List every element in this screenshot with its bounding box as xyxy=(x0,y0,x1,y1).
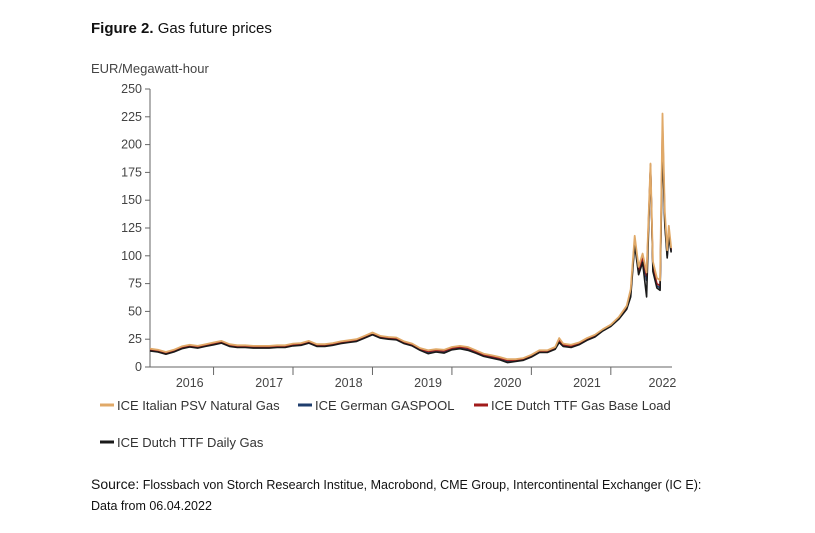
x-tick-label: 2018 xyxy=(335,376,363,390)
source-text: Flossbach von Storch Research Institue, … xyxy=(91,478,702,513)
y-tick-label: 50 xyxy=(128,304,142,318)
source-note: Source: Flossbach von Storch Research In… xyxy=(91,474,731,517)
series-line-4 xyxy=(149,143,672,364)
y-tick-label: 175 xyxy=(121,165,142,179)
x-tick-label: 2019 xyxy=(414,376,442,390)
gas-price-chart: 0 25 50 75 100 125 150 175 200 225 250 2016 2017 2018… xyxy=(100,82,676,450)
y-tick-label: 0 xyxy=(135,360,142,374)
source-label: Source: xyxy=(91,476,140,492)
x-tick-label: 2016 xyxy=(176,376,204,390)
x-tick-label: 2017 xyxy=(255,376,283,390)
chart-series-lines xyxy=(149,112,673,364)
y-axis-label: EUR/Megawatt-hour xyxy=(91,61,209,76)
y-tick-label: 250 xyxy=(121,82,142,96)
x-tick-label: 2022 xyxy=(649,376,677,390)
legend-label: ICE German GASPOOL xyxy=(315,398,454,413)
y-tick-label: 150 xyxy=(121,193,142,207)
y-tick-label: 125 xyxy=(121,221,142,235)
y-tick-label: 200 xyxy=(121,138,142,152)
y-tick-label: 25 xyxy=(128,332,142,346)
y-tick-label: 225 xyxy=(121,110,142,124)
series-line-1 xyxy=(149,112,673,361)
figure-number: Figure 2. xyxy=(91,20,154,37)
y-tick-label: 75 xyxy=(128,277,142,291)
legend-label: ICE Dutch TTF Daily Gas xyxy=(117,435,264,450)
figure-title: Figure 2. Gas future prices xyxy=(91,20,272,37)
y-tick-label: 100 xyxy=(121,249,142,263)
chart-legend: ICE Italian PSV Natural Gas ICE German GA… xyxy=(100,398,671,450)
series-line-3 xyxy=(149,121,672,362)
x-tick-label: 2020 xyxy=(494,376,522,390)
legend-label: ICE Dutch TTF Gas Base Load xyxy=(491,398,671,413)
series-line-2 xyxy=(149,132,672,363)
legend-label: ICE Italian PSV Natural Gas xyxy=(117,398,280,413)
figure-title-text: Gas future prices xyxy=(157,20,272,37)
chart-axes: 0 25 50 75 100 125 150 175 200 225 250 2016 2017 2018… xyxy=(121,82,676,390)
x-tick-label: 2021 xyxy=(573,376,601,390)
